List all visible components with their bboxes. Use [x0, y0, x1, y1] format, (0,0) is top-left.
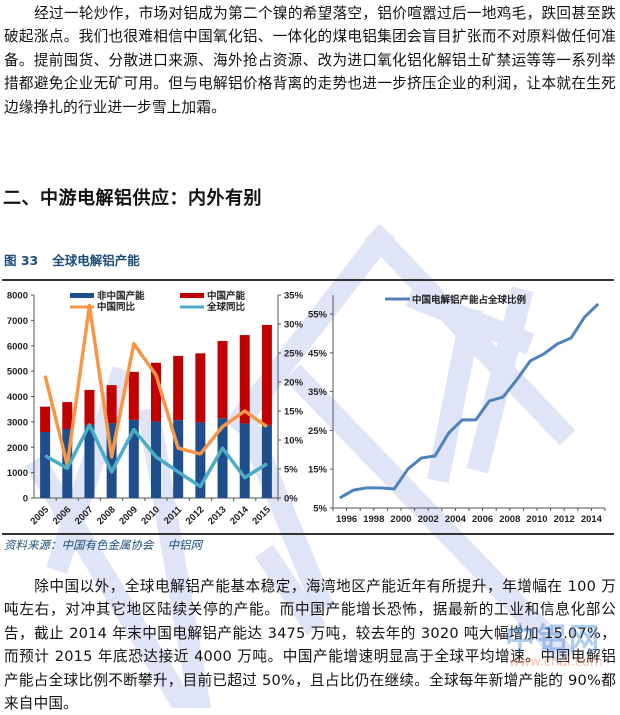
bar-china	[40, 406, 51, 433]
share-x-tick-label: 1998	[363, 514, 384, 525]
left-tick-label: 5000	[7, 367, 28, 378]
share-legend-label: 中国电解铝产能占全球比例	[412, 294, 526, 306]
bar-china	[128, 371, 139, 420]
bar-non-china	[173, 420, 184, 498]
share-x-tick-label: 2014	[581, 514, 603, 525]
x-tick-label: 2010	[139, 504, 162, 527]
bar-china	[239, 335, 250, 424]
x-tick-label: 2014	[228, 504, 251, 527]
right-tick-label: 30%	[284, 320, 304, 331]
bar-non-china	[239, 423, 250, 498]
share-x-tick-label: 1996	[336, 514, 357, 525]
legend-swatch-china	[180, 293, 204, 298]
bar-china	[84, 389, 95, 425]
x-tick-label: 2009	[117, 504, 140, 527]
left-tick-label: 6000	[7, 341, 28, 352]
analysis-paragraph: 除中国以外，全球电解铝产能基本稳定，海湾地区产能近年有所提升，年增幅在 100 …	[4, 575, 616, 715]
intro-paragraph-text: 经过一轮炒作，市场对铝成为第二个镍的希望落空，铝价喧嚣过后一地鸡毛，跌回甚至跌破…	[4, 5, 616, 116]
right-tick-label: 25%	[284, 349, 304, 360]
share-x-tick-label: 2008	[499, 514, 520, 525]
x-tick-label: 2011	[162, 504, 185, 527]
bar-china	[261, 324, 272, 425]
x-tick-label: 2008	[95, 504, 118, 527]
share-y-tick-label: 15%	[308, 465, 328, 476]
x-tick-label: 2013	[206, 504, 229, 527]
bar-non-china	[84, 424, 95, 498]
bar-non-china	[151, 421, 161, 498]
global-yoy-line	[44, 423, 268, 489]
bar-non-china	[261, 424, 272, 498]
bar-non-china	[106, 423, 117, 498]
left-tick-label: 0	[23, 494, 28, 505]
right-tick-label: 0%	[284, 494, 298, 505]
bar-china	[195, 353, 206, 423]
x-tick-label: 2006	[51, 504, 74, 527]
x-tick-label: 2005	[28, 504, 51, 527]
bar-non-china	[195, 422, 206, 498]
x-tick-label: 2007	[73, 504, 96, 527]
legend-label-non-china: 非中国产能	[97, 290, 145, 302]
bar-china	[173, 355, 184, 421]
left-tick-label: 3000	[7, 417, 28, 428]
right-tick-label: 20%	[284, 378, 304, 389]
right-tick-label: 15%	[284, 407, 304, 418]
share-line	[339, 302, 600, 500]
figure-title-text: 全球电解铝产能	[52, 253, 140, 268]
legend-label-china-yoy: 中国同比	[97, 301, 136, 313]
bar-china	[106, 385, 117, 424]
share-y-tick-label: 35%	[308, 387, 328, 398]
x-tick-label: 2012	[184, 504, 207, 527]
share-y-tick-label: 25%	[308, 426, 328, 437]
right-tick-label: 35%	[284, 291, 304, 302]
left-tick-label: 7000	[7, 316, 28, 327]
bar-china	[62, 402, 73, 429]
legend-label-global-yoy: 全球同比	[206, 301, 246, 313]
left-tick-label: 4000	[7, 392, 28, 403]
x-tick-label: 2015	[250, 504, 273, 527]
section-heading: 二、中游电解铝供应：内外有别	[3, 188, 262, 209]
figure-title: 图 33 全球电解铝产能	[4, 250, 140, 269]
legend-swatch-non-china	[70, 293, 94, 298]
analysis-paragraph-text: 除中国以外，全球电解铝产能基本稳定，海湾地区产能近年有所提升，年增幅在 100 …	[4, 578, 616, 713]
share-x-tick-label: 2004	[445, 514, 467, 525]
china-yoy-line	[43, 303, 268, 467]
source-extra: 中铝网	[167, 538, 203, 552]
share-x-tick-label: 2006	[472, 514, 493, 525]
share-x-tick-label: 2002	[418, 514, 439, 525]
share-y-tick-label: 45%	[308, 348, 328, 359]
share-y-tick-label: 55%	[308, 310, 328, 321]
right-tick-label: 10%	[284, 436, 304, 447]
bar-china	[217, 340, 228, 419]
bar-non-china	[128, 419, 139, 498]
left-tick-label: 8000	[7, 291, 28, 302]
share-x-tick-label: 2012	[554, 514, 575, 525]
right-tick-label: 5%	[284, 465, 298, 476]
bar-non-china	[40, 432, 51, 498]
figure-bottom-rule	[2, 533, 614, 535]
figure-source: 资料来源：中国有色金属协会 中铝网	[4, 537, 216, 553]
share-y-tick-label: 5%	[313, 504, 327, 515]
bar-non-china	[217, 418, 228, 498]
intro-paragraph: 经过一轮炒作，市场对铝成为第二个镍的希望落空，铝价喧嚣过后一地鸡毛，跌回甚至跌破…	[4, 2, 616, 119]
share-x-tick-label: 2000	[390, 514, 411, 525]
bar-china	[151, 362, 161, 422]
share-x-tick-label: 2010	[526, 514, 547, 525]
left-tick-label: 2000	[7, 443, 28, 454]
source-label: 资料来源：中国有色金属协会	[4, 538, 154, 552]
left-tick-label: 1000	[7, 468, 28, 479]
legend-label-china: 中国产能	[207, 290, 246, 302]
figure-top-rule	[2, 279, 614, 281]
figure-number: 图 33	[4, 253, 39, 268]
